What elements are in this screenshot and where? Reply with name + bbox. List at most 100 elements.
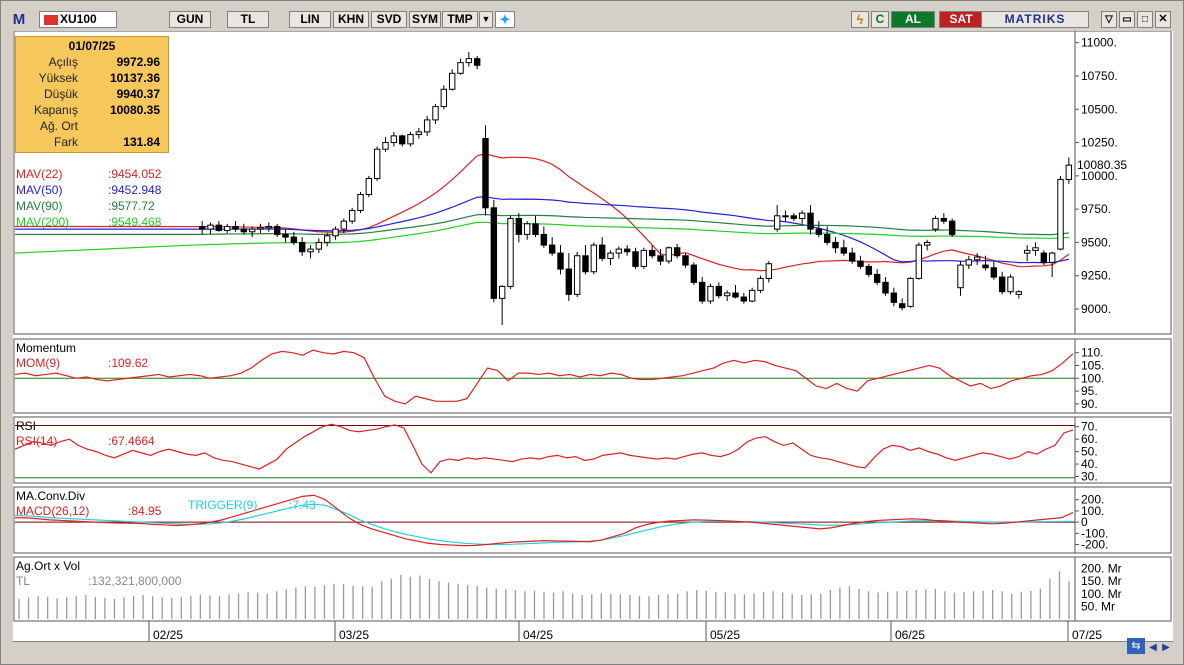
momentum-legend-value: :109.62 bbox=[108, 356, 148, 370]
candle-body bbox=[240, 228, 248, 233]
candle-body bbox=[257, 227, 264, 230]
candle-body bbox=[840, 247, 848, 254]
candle-body bbox=[365, 178, 373, 195]
pane-frame-1 bbox=[13, 338, 1172, 414]
candle-body bbox=[923, 241, 931, 246]
candle-body bbox=[373, 148, 381, 180]
candle-body bbox=[1007, 276, 1014, 293]
sync-icon[interactable]: ⇆ bbox=[1127, 638, 1145, 654]
candle-body bbox=[423, 119, 431, 133]
price-ytick-label: 9000. bbox=[1081, 302, 1111, 316]
candle-body bbox=[932, 217, 939, 230]
candle-body bbox=[223, 225, 231, 231]
candle-body bbox=[890, 292, 898, 303]
legend-value: :9454.052 bbox=[108, 167, 162, 181]
candle-body bbox=[898, 303, 906, 309]
candle-body bbox=[740, 296, 748, 302]
collapse-icon[interactable]: ▽ bbox=[1101, 11, 1117, 28]
candle-body bbox=[1048, 252, 1056, 263]
candle-body bbox=[982, 264, 989, 269]
price-ytick-label: 10750. bbox=[1081, 69, 1118, 83]
candle-body bbox=[915, 244, 923, 279]
candle-body bbox=[232, 225, 239, 230]
candle-body bbox=[965, 259, 973, 266]
template-dropdown-icon[interactable]: ▼ bbox=[479, 11, 493, 28]
legend-label: MAV(200) bbox=[16, 215, 69, 229]
candle-body bbox=[632, 251, 639, 267]
pane-title: RSI bbox=[16, 419, 36, 433]
candle-body bbox=[357, 193, 364, 211]
scroll-left-icon[interactable]: ◀ bbox=[1149, 642, 1157, 653]
buy-button[interactable]: AL bbox=[891, 11, 935, 28]
xtick-label: 03/25 bbox=[339, 628, 369, 642]
price-ytick-label: 11000. bbox=[1081, 36, 1117, 50]
template-button[interactable]: TMP bbox=[442, 11, 478, 28]
candle-body bbox=[865, 265, 873, 275]
candle-body bbox=[1032, 247, 1039, 251]
candle-body bbox=[815, 228, 823, 235]
currency-button[interactable]: TL bbox=[227, 11, 269, 28]
twitter-icon[interactable]: ✦ bbox=[495, 11, 515, 28]
ytick-label: 30. bbox=[1081, 470, 1098, 484]
svd-button[interactable]: SVD bbox=[371, 11, 407, 28]
candle-body bbox=[290, 236, 298, 243]
candle-body bbox=[857, 260, 864, 267]
momentum-line bbox=[14, 349, 1074, 405]
minimize-icon[interactable]: ▭ bbox=[1119, 11, 1135, 28]
candle-body bbox=[1065, 164, 1073, 180]
candle-body bbox=[565, 268, 573, 295]
linear-scale-button[interactable]: LIN bbox=[289, 11, 331, 28]
close-icon[interactable]: ✕ bbox=[1155, 11, 1171, 28]
xtick-label: 05/25 bbox=[710, 628, 740, 642]
macd-line bbox=[14, 494, 1074, 547]
momentum-legend-label: MOM(9) bbox=[16, 356, 60, 370]
candle-body bbox=[715, 285, 723, 297]
candle-body bbox=[482, 138, 489, 209]
symbol-field[interactable]: XU100 bbox=[39, 11, 117, 28]
legend-label: MAV(22) bbox=[16, 167, 62, 181]
symbol-label: XU100 bbox=[60, 12, 97, 26]
volume-title: Ag.Ort x Vol bbox=[16, 559, 80, 573]
candle-body bbox=[882, 281, 889, 294]
info-row-close: Kapanış 10080.35 bbox=[33, 103, 160, 117]
ytick-label: 90. bbox=[1081, 397, 1098, 411]
app-logo: M bbox=[12, 11, 26, 28]
candle-body bbox=[323, 235, 331, 243]
candle-body bbox=[782, 215, 789, 218]
candle-body bbox=[673, 247, 681, 257]
ma-line-mav200 bbox=[14, 221, 1069, 254]
volume-ytick-label: 100. Mr bbox=[1081, 587, 1122, 601]
chart-area[interactable]: 11000. 10750. 10500. 10250. 10000. 9750. 9500.… bbox=[13, 30, 1173, 643]
ytick-label: 110. bbox=[1081, 346, 1103, 360]
refresh-icon[interactable]: C bbox=[871, 11, 889, 28]
xtick-label: 04/25 bbox=[523, 628, 553, 642]
trigger-legend-value: :7.43 bbox=[289, 498, 316, 512]
macd-legend-value: :84.95 bbox=[128, 504, 162, 518]
candle-body bbox=[582, 255, 589, 273]
flag-icon bbox=[44, 14, 58, 25]
candle-body bbox=[907, 277, 914, 307]
ytick-label: -100. bbox=[1081, 526, 1108, 540]
volume-legend-label: TL bbox=[16, 574, 30, 588]
ytick-label: 70. bbox=[1081, 420, 1098, 434]
candle-body bbox=[523, 223, 531, 235]
pane-frame-3 bbox=[13, 486, 1172, 554]
pane-frame-2 bbox=[13, 416, 1172, 484]
sell-button[interactable]: SAT bbox=[939, 11, 983, 28]
scroll-right-icon[interactable]: ▶ bbox=[1162, 642, 1170, 653]
candle-body bbox=[457, 62, 464, 74]
sym-button[interactable]: SYM bbox=[409, 11, 441, 28]
maximize-icon[interactable]: □ bbox=[1137, 11, 1153, 28]
ytick-label: 100. bbox=[1081, 371, 1104, 385]
candle-body bbox=[573, 255, 581, 295]
horizontal-scrollbar[interactable]: ⇆ ◀ ▶ bbox=[13, 638, 1173, 656]
candle-body bbox=[957, 264, 964, 289]
candle-body bbox=[407, 134, 414, 145]
khn-button[interactable]: KHN bbox=[333, 11, 369, 28]
brand-logo: MATRIKS bbox=[981, 11, 1089, 28]
info-row-low: Düşük 9940.37 bbox=[43, 87, 160, 101]
candle-body bbox=[848, 252, 856, 262]
period-button[interactable]: GUN bbox=[169, 11, 211, 28]
lightning-icon[interactable]: ϟ bbox=[851, 11, 869, 28]
ytick-label: 100. bbox=[1081, 504, 1104, 518]
